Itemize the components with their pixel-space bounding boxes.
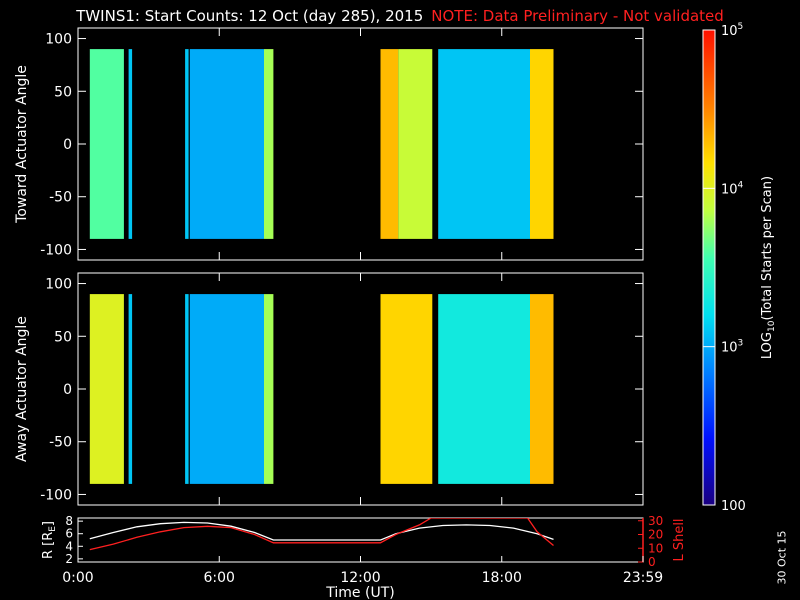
heatmap-away-segment-5 <box>380 294 433 484</box>
orbit-left-ylabel: R [RE] <box>41 521 58 559</box>
colorbar-gradient <box>703 30 715 505</box>
heatmap-toward-segment-2 <box>185 49 189 239</box>
colorbar: 105 104 103 100 LOG10(Total Starts per Scan) <box>702 22 777 514</box>
heatmap-away-segment-2 <box>185 294 189 484</box>
heatmap-away-segment-1 <box>128 294 133 484</box>
orbit-xtick-label-2: 12:00 <box>340 570 380 586</box>
chart-title: TWINS1: Start Counts: 12 Oct (day 285), … <box>0 7 800 25</box>
orbit-ytick-right-label-3: 30 <box>648 514 663 528</box>
colorbar-tick-label-0: 105 <box>721 22 743 39</box>
heatmap-away-segment-4 <box>264 294 274 484</box>
heatmap-away-segment-6 <box>438 294 530 484</box>
panel-away-ytick-label-3: 50 <box>54 329 72 345</box>
heatmap-away-segment-3 <box>189 294 264 484</box>
panel-toward-ytick-label-3: 50 <box>54 84 72 100</box>
l-shell-line <box>89 518 554 551</box>
heatmap-toward-segment-3 <box>189 49 264 239</box>
heatmap-away-segment-0 <box>89 294 124 484</box>
panel-toward-ytick-label-1: -50 <box>49 190 72 206</box>
orbit-xtick-label-4: 23:59 <box>623 570 663 586</box>
heatmap-panel-away: -100 -50 0 50 100 <box>40 272 644 506</box>
orbit-right-ylabel: L Shell <box>672 518 687 561</box>
x-axis-label: Time (UT) <box>325 585 394 600</box>
heatmap-away-segment-7 <box>530 294 554 484</box>
panel-away-ytick-label-2: 0 <box>63 382 72 398</box>
panel-toward-ytick-label-4: 100 <box>45 32 72 48</box>
orbit-ytick-left-label-3: 8 <box>65 514 73 528</box>
colorbar-tick-label-2: 103 <box>721 339 743 356</box>
panel-toward-ytick-label-2: 0 <box>63 137 72 153</box>
orbit-ytick-left-label-0: 2 <box>65 552 73 566</box>
orbit-xtick-label-0: 0:00 <box>62 570 93 586</box>
heatmap-toward-segment-0 <box>89 49 124 239</box>
title-note: NOTE: Data Preliminary - Not validated <box>431 7 724 25</box>
panel-toward-frame <box>77 27 644 261</box>
colorbar-label: LOG10(Total Starts per Scan) <box>760 176 777 359</box>
heatmap-toward-segment-5 <box>380 49 399 239</box>
panel-away-ytick-label-1: -50 <box>49 435 72 451</box>
heatmap-toward-segment-1 <box>128 49 133 239</box>
panel-toward-ytick-label-0: -100 <box>40 242 72 258</box>
heatmap-toward-segment-7 <box>438 49 530 239</box>
orbit-ytick-left-label-2: 6 <box>65 527 73 541</box>
colorbar-tick-label-3: 100 <box>721 499 746 514</box>
orbit-xtick-label-1: 6:00 <box>204 570 235 586</box>
heatmap-toward-segment-8 <box>530 49 554 239</box>
heatmap-toward-segment-4 <box>264 49 274 239</box>
title-main: TWINS1: Start Counts: 12 Oct (day 285), … <box>76 7 424 25</box>
panel-away-ytick-label-0: -100 <box>40 487 72 503</box>
panel-away-frame <box>77 272 644 506</box>
r-distance-line <box>89 521 554 541</box>
panel-away-ytick-label-4: 100 <box>45 277 72 293</box>
heatmap-toward-segment-6 <box>398 49 433 239</box>
orbit-ytick-right-label-0: 0 <box>648 555 656 569</box>
heatmap-panel-toward: -100 -50 0 50 100 <box>40 27 644 261</box>
orbit-ytick-left-label-1: 4 <box>65 539 73 553</box>
orbit-ytick-right-label-1: 10 <box>648 541 663 555</box>
orbit-ytick-right-label-2: 20 <box>648 528 663 542</box>
colorbar-tick-label-1: 104 <box>721 180 744 197</box>
orbit-xtick-label-3: 18:00 <box>482 570 522 586</box>
